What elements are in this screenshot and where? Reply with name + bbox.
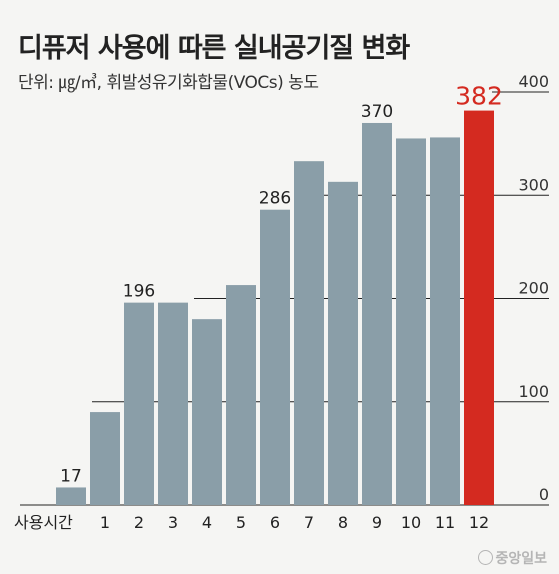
bar-9 — [362, 122, 392, 505]
joongang-logo-icon — [478, 550, 494, 565]
x-tick-label: 10 — [401, 513, 421, 532]
y-tick-label: 400 — [518, 72, 549, 91]
data-label: 382 — [455, 82, 503, 111]
bar-3 — [158, 302, 188, 505]
x-tick-label: 9 — [372, 513, 382, 532]
chart-subtitle: 단위: ㎍/㎥, 휘발성유기화합물(VOCs) 농도 — [18, 73, 319, 93]
data-label: 286 — [259, 189, 291, 209]
bar-5 — [226, 285, 256, 505]
data-label: 17 — [60, 466, 82, 486]
bars — [56, 110, 494, 506]
credit-text: 중앙일보 — [495, 551, 547, 567]
y-tick-labels: 0 100 200 300 400 — [518, 72, 549, 504]
bar-8 — [328, 181, 358, 505]
y-tick-label: 0 — [539, 485, 549, 504]
y-tick-label: 300 — [518, 175, 549, 194]
y-tick-label: 200 — [518, 279, 549, 298]
data-labels: 17 196 286 370 382 — [60, 82, 503, 487]
bar-1 — [90, 412, 120, 505]
chart-title: 디퓨저 사용에 따른 실내공기질 변화 — [18, 33, 410, 64]
credit: 중앙일보 — [478, 548, 547, 568]
x-tick-label: 5 — [236, 513, 246, 532]
x-tick-label: 12 — [469, 513, 489, 532]
bar-10 — [396, 138, 426, 505]
x-tick-label: 11 — [435, 513, 455, 532]
x-tick-label: 2 — [134, 513, 144, 532]
data-label: 196 — [123, 282, 155, 302]
x-tick-label: 6 — [270, 513, 280, 532]
bar-2 — [124, 302, 154, 505]
x-tick-label: 1 — [100, 513, 110, 532]
x-tick-label: 3 — [168, 513, 178, 532]
y-tick-label: 100 — [518, 382, 549, 401]
x-axis-label: 사용시간 — [14, 513, 73, 532]
bar-4 — [192, 319, 222, 505]
bar-7 — [294, 161, 324, 506]
bar-12 — [464, 110, 494, 506]
x-tick-label: 7 — [304, 513, 314, 532]
x-tick-label: 4 — [202, 513, 212, 532]
bar-11 — [430, 137, 460, 505]
x-tick-label: 8 — [338, 513, 348, 532]
x-tick-labels: 사용시간 1 2 3 4 5 6 7 8 9 10 11 12 — [14, 513, 489, 532]
bar-6 — [260, 209, 290, 505]
bar-start — [56, 487, 86, 505]
data-label: 370 — [361, 102, 393, 122]
